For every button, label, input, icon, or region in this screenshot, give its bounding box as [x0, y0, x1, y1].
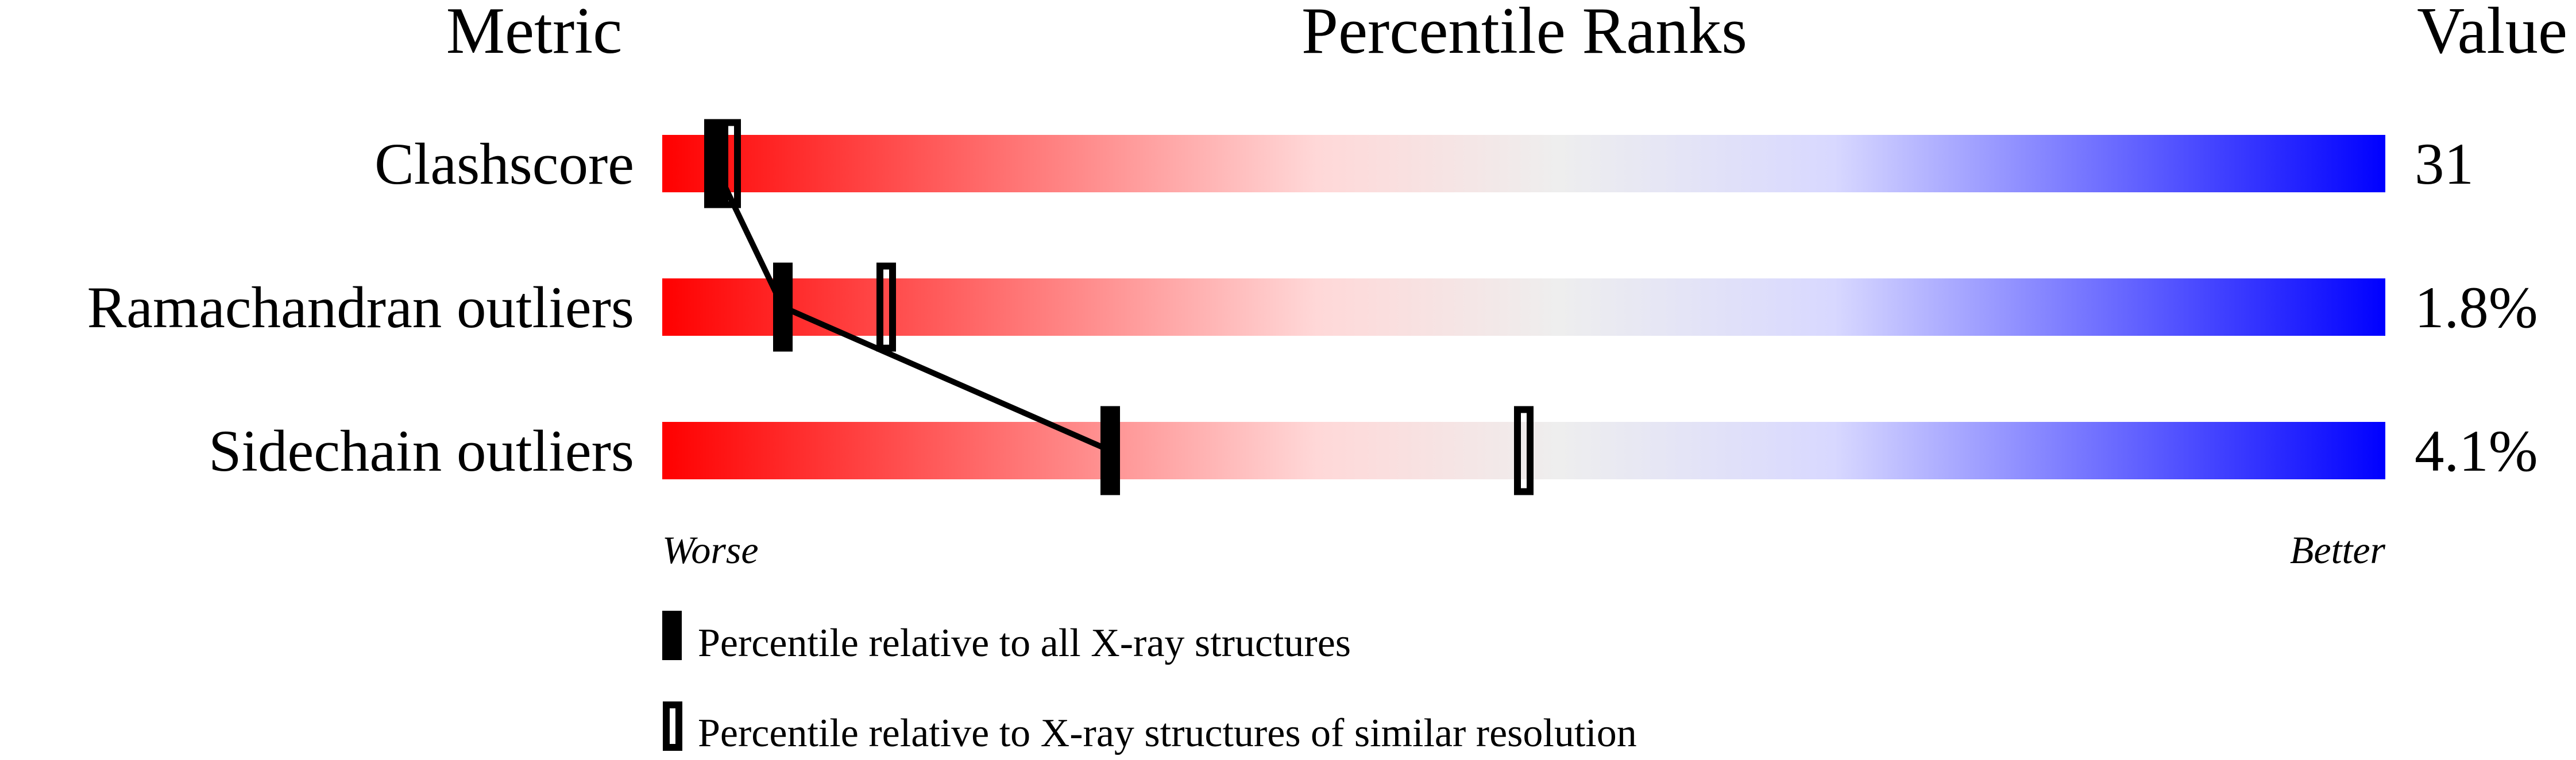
percentile-bar [662, 422, 2385, 479]
marker-all-structures [773, 262, 793, 352]
percentile-bar [662, 135, 2385, 192]
connector-line [781, 304, 1112, 453]
metric-label: Sidechain outliers [208, 418, 634, 484]
legend-open-marker [663, 701, 682, 751]
metric-label: Clashscore [374, 131, 634, 197]
marker-all-structures [704, 119, 724, 208]
metric-label: Ramachandran outliers [87, 275, 634, 340]
metric-value: 1.8% [2415, 275, 2538, 340]
metric-value: 4.1% [2415, 418, 2538, 484]
legend-label-similar: Percentile relative to X-ray structures … [698, 711, 1637, 755]
axis-label-better: Better [2290, 528, 2386, 572]
percentile-bar [662, 278, 2385, 336]
metric-value: 31 [2415, 131, 2474, 197]
legend-filled-marker [662, 611, 682, 660]
header-metric: Metric [446, 0, 623, 67]
axis-label-worse: Worse [662, 528, 759, 572]
marker-similar-resolution [876, 262, 896, 352]
legend-label-all: Percentile relative to all X-ray structu… [698, 621, 1351, 665]
header-value: Value [2417, 0, 2567, 67]
header-percentile-ranks: Percentile Ranks [1301, 0, 1747, 67]
marker-similar-resolution [721, 119, 741, 208]
marker-all-structures [1100, 406, 1120, 495]
marker-similar-resolution [1514, 406, 1534, 495]
